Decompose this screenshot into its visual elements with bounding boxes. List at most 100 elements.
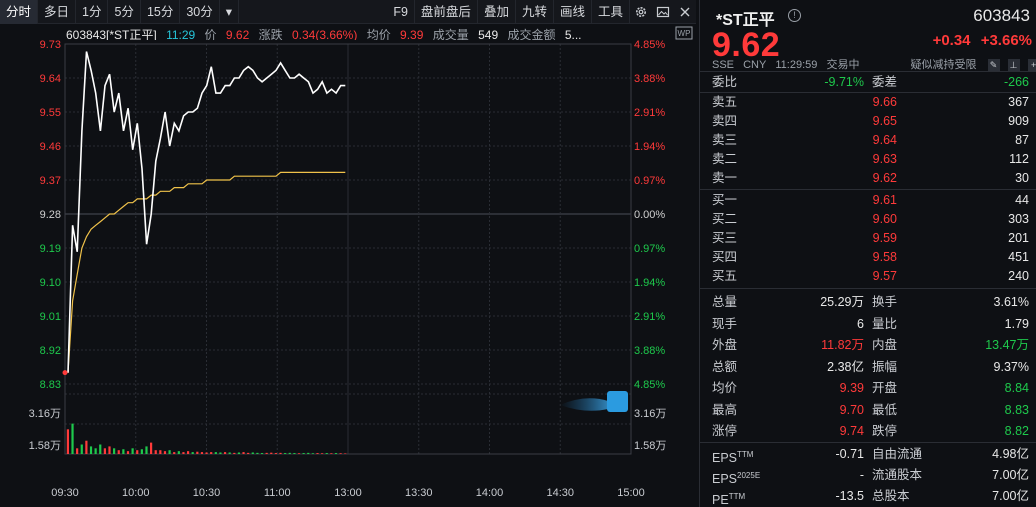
ask-price: 9.64	[872, 133, 897, 147]
ask-level-label: 卖二	[712, 152, 738, 166]
stock-code: 603843	[973, 6, 1030, 25]
chart-toolbar: 分时 多日 1分 5分 15分 30分 ▾ F9 盘前盘后 叠加 九转 画线 工…	[0, 0, 696, 24]
tab-5min[interactable]: 5分	[108, 0, 141, 24]
volume-bar	[168, 450, 171, 454]
bid-price: 9.59	[872, 231, 897, 245]
bid-level-label: 买二	[712, 212, 738, 226]
tools-button[interactable]: 工具	[592, 0, 630, 24]
nine-turn-button[interactable]: 九转	[516, 0, 554, 24]
ask-price: 9.62	[872, 171, 897, 185]
volume-bar	[182, 452, 185, 454]
volume-bar	[71, 423, 74, 454]
price-tick-label: 9.10	[40, 277, 61, 289]
percent-tick-label: 0.97%	[634, 243, 665, 255]
volume-bar	[196, 451, 199, 454]
price-tick-label: 9.37	[40, 175, 61, 187]
last-price: 9.62	[712, 26, 781, 64]
ask-price: 9.65	[872, 114, 897, 128]
volume-bar	[154, 450, 157, 454]
wp-badge-text: WP	[678, 29, 691, 38]
fund-label-text: EPS	[712, 472, 738, 487]
percent-tick-label: 0.00%	[634, 209, 665, 221]
draw-line-button[interactable]: 画线	[554, 0, 592, 24]
volume-bar	[284, 453, 287, 454]
volume-bar	[159, 450, 162, 454]
volume-bars	[66, 423, 347, 454]
info-icon[interactable]: !	[788, 9, 801, 22]
ask-row: 卖四 9.65 909	[700, 112, 1036, 131]
edit-icon[interactable]: ✎	[987, 59, 1000, 72]
info-amount-label: 成交金额	[507, 28, 556, 40]
info-price: 9.62	[225, 28, 250, 40]
volume-bar	[297, 453, 301, 454]
gear-icon[interactable]	[630, 0, 652, 24]
volume-bar	[344, 453, 347, 454]
volume-bar	[126, 451, 130, 454]
stat-value: 3.61%	[993, 295, 1029, 309]
close-icon[interactable]	[674, 0, 696, 24]
divider	[700, 189, 1036, 190]
tab-15min[interactable]: 15分	[141, 0, 181, 24]
wp-badge[interactable]: WP	[675, 26, 693, 40]
volume-bar	[316, 453, 319, 454]
bid-price: 9.60	[872, 212, 897, 226]
ask-level-label: 卖五	[712, 95, 738, 109]
price-tick-label: 9.28	[40, 209, 61, 221]
volume-bar	[163, 451, 167, 454]
bid-volume: 451	[1008, 250, 1029, 264]
scroll-handle[interactable]	[560, 391, 628, 412]
bid-price: 9.58	[872, 250, 897, 264]
tab-intraday[interactable]: 分时	[0, 0, 39, 24]
tab-1min[interactable]: 1分	[76, 0, 109, 24]
add-icon[interactable]: +	[1027, 59, 1036, 72]
f9-button[interactable]: F9	[387, 0, 415, 24]
info-change: 0.34(3.66%)	[291, 28, 358, 40]
stat-label: 内盘	[872, 338, 898, 352]
ask-volume: 367	[1008, 95, 1029, 109]
bid-price: 9.61	[872, 193, 897, 207]
price-tick-label: 8.83	[40, 379, 61, 391]
volume-bar	[321, 453, 324, 454]
bid-row: 买五 9.57 240	[700, 267, 1036, 286]
volume-bar	[274, 453, 278, 454]
fund-label: PETTM	[712, 487, 745, 507]
volume-bar	[334, 453, 338, 454]
overlay-button[interactable]: 叠加	[478, 0, 516, 24]
percent-tick-label: 1.94%	[634, 141, 665, 153]
volume-bar	[307, 452, 310, 454]
pin-icon[interactable]: ⊥	[1007, 59, 1020, 72]
fund-label-text: EPS	[712, 451, 738, 466]
plot-border	[64, 43, 632, 455]
volume-bar	[140, 449, 143, 454]
stat-value: 13.47万	[985, 338, 1029, 352]
info-code-name: 603843[*ST正平]	[66, 28, 157, 40]
time-tick-label: 10:00	[122, 487, 150, 499]
volume-bar	[228, 452, 231, 454]
volume-bar	[330, 453, 333, 454]
volume-bar	[89, 446, 93, 454]
intraday-chart[interactable]: 9.73 9.64 9.55 9.46 9.37 9.28 9.19 9.10 9.01 8.92…	[0, 24, 696, 507]
fund-label-sup: TTM	[737, 450, 754, 459]
divider	[700, 71, 1036, 72]
tab-multi-day[interactable]: 多日	[38, 0, 77, 24]
percent-axis: 4.85% 3.88% 2.91% 1.94% 0.97% 0.00% 0.97% 1.94%…	[634, 39, 665, 391]
stat-label: 最高	[712, 402, 738, 417]
notice-text[interactable]: 疑似减持受限	[910, 59, 977, 71]
more-periods-dropdown[interactable]: ▾	[220, 0, 240, 24]
stat-label: 最低	[872, 402, 898, 417]
fund-label: EPS2025E	[712, 466, 760, 489]
weicha-label: 委差	[872, 75, 898, 89]
stat-row: 涨停 9.74 跌停 8.82	[700, 422, 1036, 441]
ask-price: 9.63	[872, 152, 897, 166]
percent-tick-label: 0.97%	[634, 175, 665, 187]
volume-bar	[288, 452, 291, 454]
bid-level-label: 买三	[712, 231, 738, 245]
volume-tick-label: 3.16万	[29, 408, 61, 420]
pre-post-market-button[interactable]: 盘前盘后	[415, 0, 478, 24]
image-icon[interactable]	[652, 0, 674, 24]
bid-row: 买四 9.58 451	[700, 248, 1036, 267]
ask-row: 卖三 9.64 87	[700, 131, 1036, 150]
stat-value: 1.79	[1004, 316, 1029, 331]
tab-30min[interactable]: 30分	[180, 0, 220, 24]
currency-label: CNY	[743, 59, 767, 71]
